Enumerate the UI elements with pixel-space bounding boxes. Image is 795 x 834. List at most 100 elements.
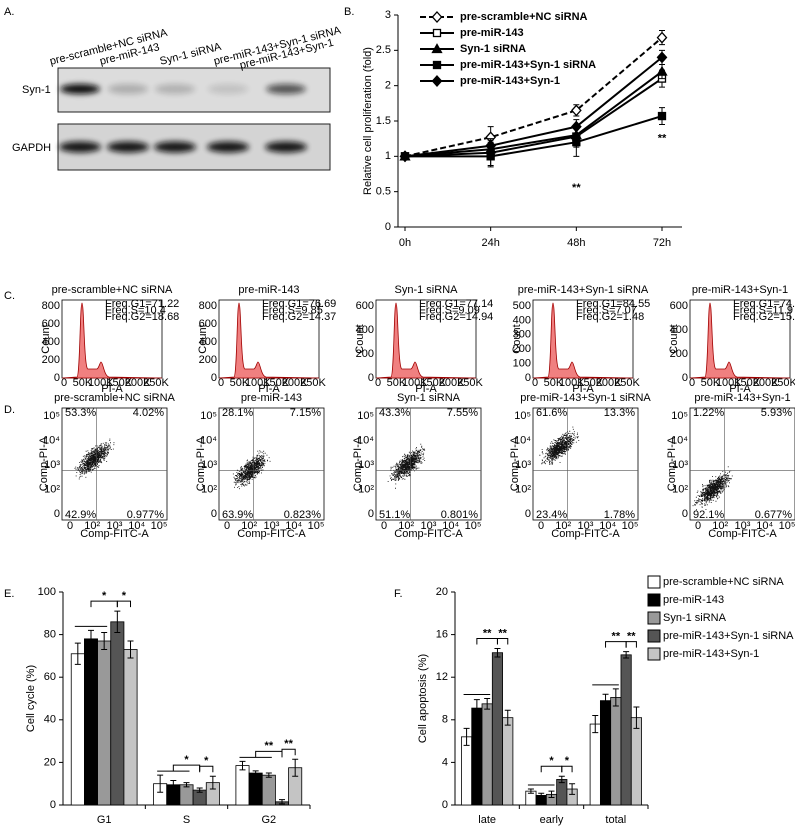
x-axis-label: PI-A [729, 383, 751, 395]
plot-title: pre-miR-143 [241, 392, 302, 404]
significance-label: ** [498, 627, 507, 639]
bar [97, 640, 112, 806]
legend-swatch [647, 611, 661, 625]
plot-frame [375, 407, 482, 521]
y-tick-label: 400 [42, 336, 60, 348]
y-tick-label: 10⁴ [357, 434, 374, 446]
x-tick-label: 10⁵ [622, 520, 639, 532]
x-tick-label: 24h [481, 237, 499, 249]
blot-band [265, 141, 307, 153]
cell-cycle-stat: Freq.G2=1.48 [576, 311, 644, 323]
y-tick-label: 0 [211, 372, 217, 384]
significance-label: ** [572, 182, 581, 194]
y-tick-label: 10³ [44, 459, 60, 471]
blot-band [60, 84, 100, 94]
x-tick-label: early [540, 814, 564, 826]
x-tick-label: G2 [261, 814, 276, 826]
bar [461, 736, 473, 806]
plot-frame [61, 407, 168, 521]
x-tick-label: 0h [399, 237, 411, 249]
legend-label: pre-scramble+NC siRNA [460, 11, 588, 23]
panel-label: C. [4, 290, 15, 302]
y-tick-label: 1.5 [376, 115, 391, 127]
x-tick-label: 250K [300, 377, 326, 389]
x-tick-label: 250K [457, 377, 483, 389]
quadrant-percent: 92.1% [693, 509, 724, 521]
bar [630, 717, 642, 806]
plot-frame [689, 407, 795, 521]
quadrant-percent: 0.677% [755, 509, 793, 521]
legend-swatch [647, 575, 661, 589]
x-axis-label: Comp-FITC-A [394, 528, 463, 540]
marker [486, 152, 495, 161]
y-tick-label: 200 [356, 348, 374, 360]
y-tick-label: 40 [44, 714, 56, 726]
cell-cycle-stat: Freq.G2=14.94 [419, 311, 493, 323]
series-line [404, 36, 663, 158]
y-axis-label: Count [511, 324, 523, 353]
x-axis-label: PI-A [101, 383, 123, 395]
event-dots [539, 426, 580, 465]
y-tick-label: 200 [670, 348, 688, 360]
panel-label: F. [394, 588, 403, 600]
y-tick-label: 10⁵ [671, 410, 688, 422]
error-bar [473, 699, 480, 718]
quadrant-percent: 53.3% [65, 407, 96, 419]
marker [656, 31, 668, 44]
x-tick-label: 250K [143, 377, 169, 389]
y-tick-label: 200 [42, 354, 60, 366]
significance-bracket [116, 600, 132, 608]
y-tick-label: 0 [211, 508, 217, 520]
cell-cycle-stat: Freq.S=9.85 [262, 304, 323, 316]
x-tick-label: 200K [439, 377, 465, 389]
y-tick-label: 100 [38, 586, 56, 598]
series-line [404, 70, 663, 158]
error-bar [612, 688, 619, 707]
marker [485, 139, 497, 152]
blot-band [207, 141, 249, 153]
bar [502, 717, 514, 806]
y-tick-label: 0 [385, 221, 391, 233]
histogram-peak [532, 302, 634, 379]
significance-label: * [204, 755, 209, 767]
quadrant-percent: 28.1% [222, 407, 253, 419]
plot-title: pre-miR-143+Syn-1 [694, 392, 790, 404]
y-tick-label: 10⁵ [514, 410, 531, 422]
event-dots [232, 450, 271, 490]
x-tick-label: 10³ [421, 520, 437, 532]
y-tick-label: 10⁴ [43, 434, 60, 446]
plot-frame [532, 407, 639, 521]
cell-cycle-stat: Freq.S=10.4 [105, 304, 166, 316]
y-tick-label: 1 [385, 150, 391, 162]
error-bar [633, 706, 640, 729]
x-tick-label: 0 [224, 520, 230, 532]
y-tick-label: 0 [442, 799, 448, 811]
significance-label: ** [627, 631, 636, 643]
significance-label: * [102, 590, 107, 602]
error-bar [494, 647, 501, 658]
quadrant-percent: 1.22% [693, 407, 724, 419]
x-tick-label: 10⁴ [128, 520, 145, 532]
significance-label: * [122, 590, 127, 602]
bar [610, 697, 622, 806]
x-tick-label: 0 [61, 377, 67, 389]
panel-label: E. [4, 588, 14, 600]
cell-cycle-stat: Freq.S=11.9 [733, 304, 793, 316]
y-tick-label: 2.5 [376, 44, 391, 56]
plot-title: pre-scramble+NC siRNA [54, 392, 175, 404]
x-tick-label: 100K [716, 377, 742, 389]
legend-marker [431, 75, 443, 87]
x-tick-label: 10⁵ [465, 520, 482, 532]
significance-bracket [199, 765, 214, 773]
y-tick-label: 10⁵ [357, 410, 374, 422]
y-axis-label: Comp-PI-A [352, 436, 364, 491]
blot-band [108, 84, 148, 94]
error-bar [239, 760, 246, 771]
cell-cycle-stat: Freq.G2=18.68 [105, 311, 179, 323]
legend-label: pre-miR-143 [460, 27, 524, 39]
x-tick-label: 10³ [264, 520, 280, 532]
y-tick-label: 500 [513, 300, 531, 312]
event-dots [692, 466, 733, 511]
x-tick-label: 0 [218, 377, 224, 389]
